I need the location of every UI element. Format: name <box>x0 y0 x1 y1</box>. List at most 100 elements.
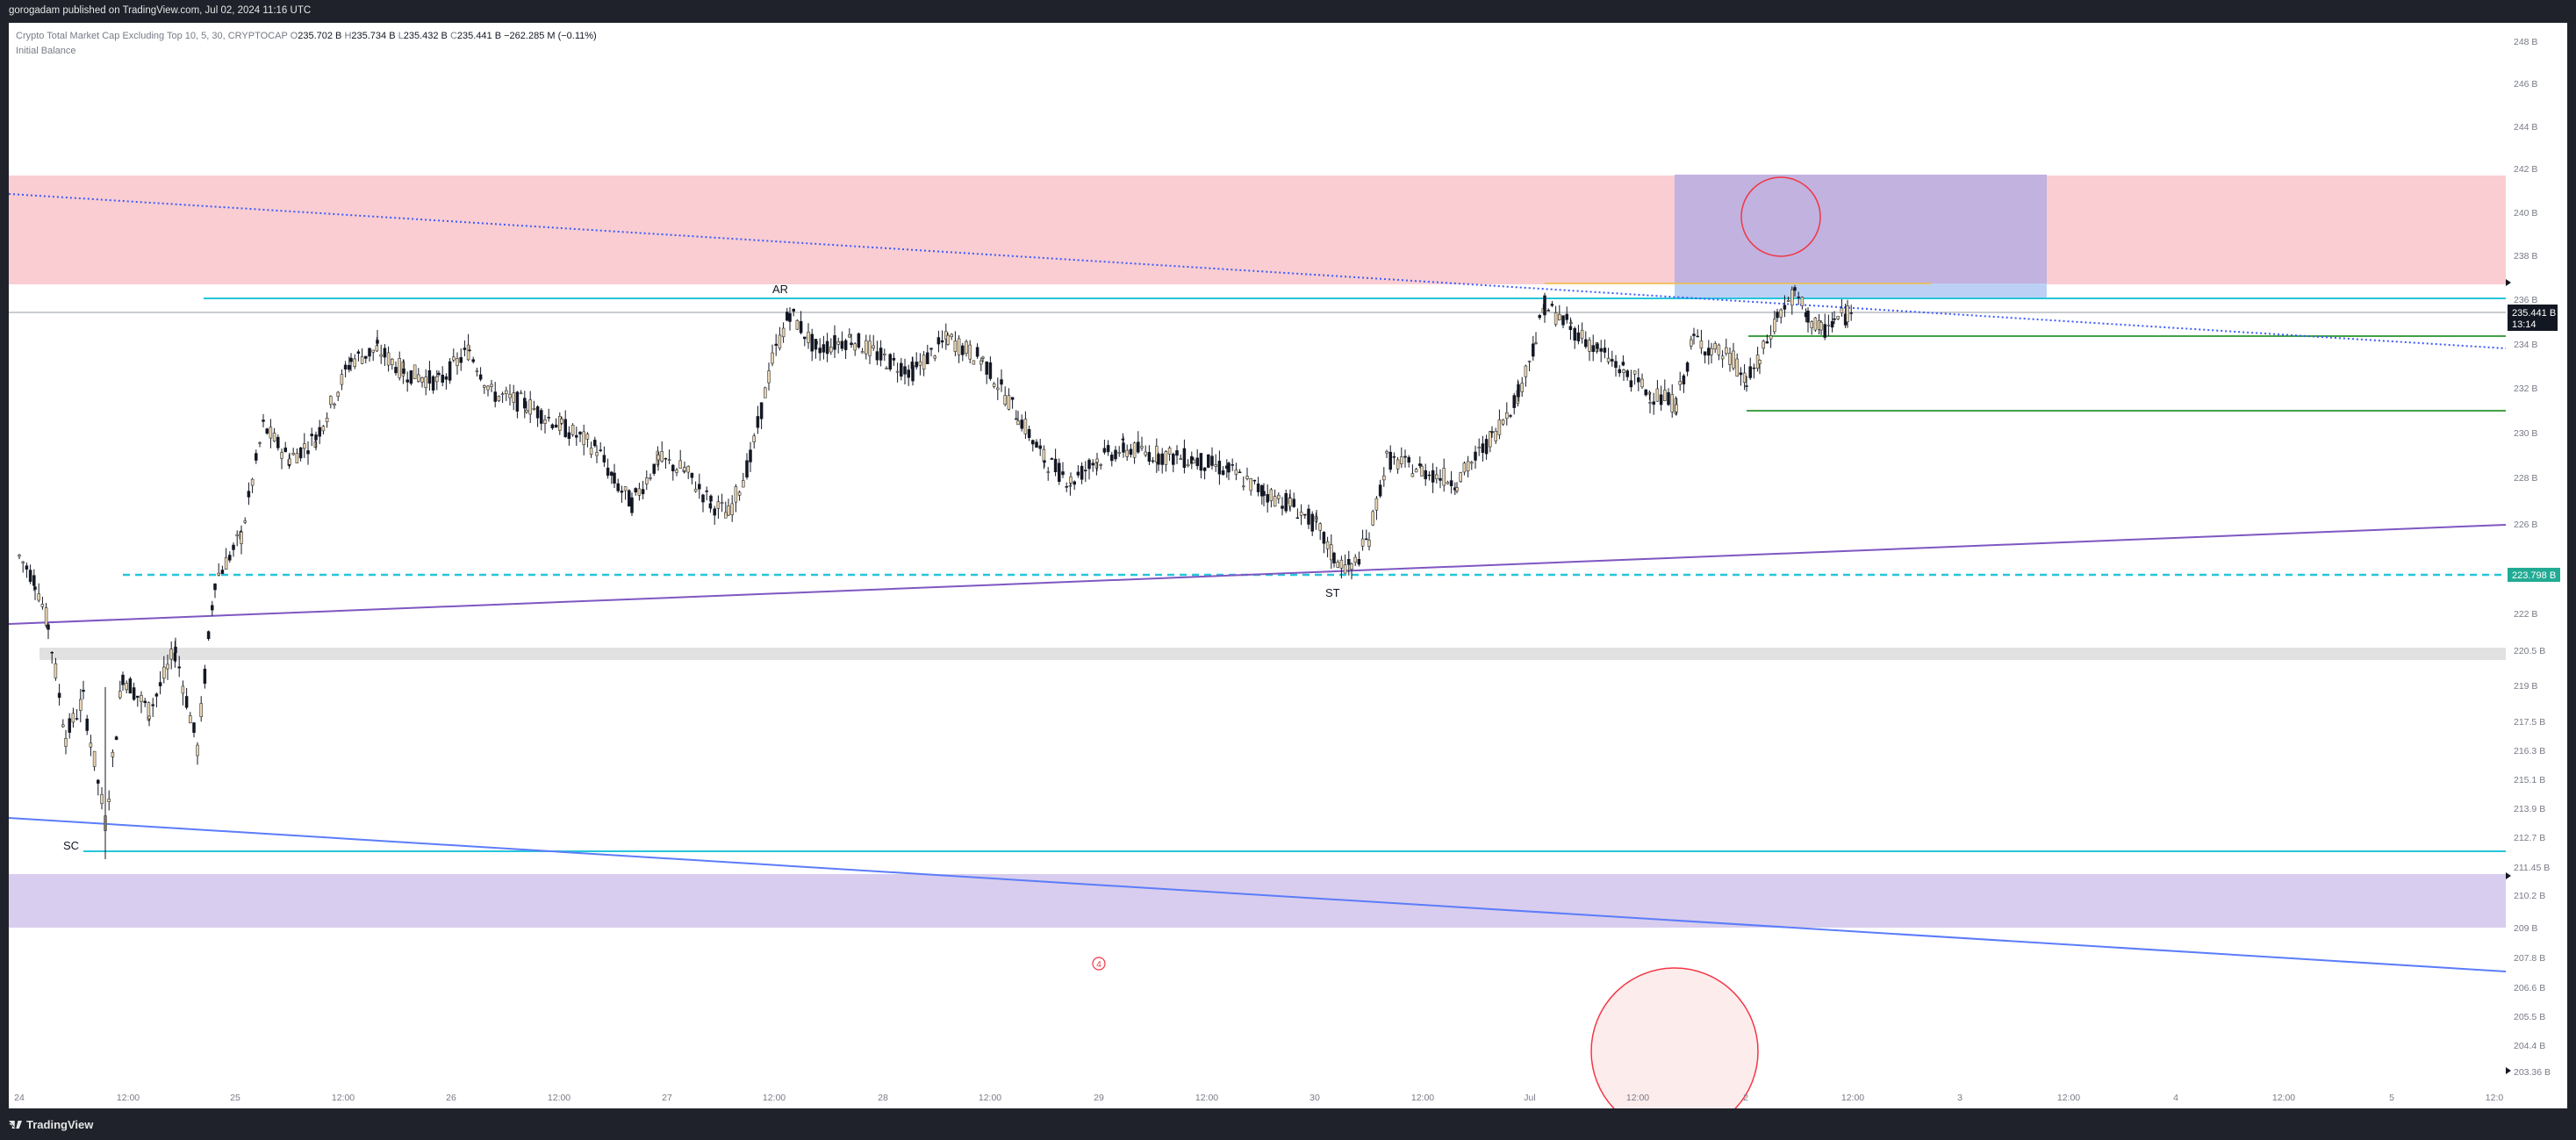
candle-body <box>1292 498 1295 507</box>
candle-body <box>405 379 409 383</box>
level-price-label: 223.798 B <box>2508 568 2560 582</box>
candle-body <box>1596 343 1599 349</box>
candle-body <box>1439 477 1442 481</box>
candle-body <box>1137 441 1140 453</box>
candle-body <box>118 691 122 699</box>
grey-band[interactable] <box>39 648 2506 660</box>
candle-body <box>1435 474 1439 480</box>
candle-body <box>1347 558 1351 565</box>
candle-body <box>1670 394 1674 412</box>
candle-body <box>1779 309 1783 318</box>
highlight-circle-bottom[interactable] <box>1590 967 1759 1108</box>
candle-body <box>585 434 590 440</box>
candle-body <box>1106 445 1110 453</box>
candle-body <box>853 343 857 351</box>
candle-body <box>883 354 886 355</box>
candle-body <box>1407 456 1410 463</box>
resistance-zone[interactable] <box>9 176 2506 284</box>
candle-body <box>953 341 958 352</box>
candle-body <box>1172 454 1175 465</box>
candle-body <box>398 358 401 378</box>
candle-body <box>1221 470 1225 476</box>
candle-body <box>667 459 671 461</box>
price-tick: 248 B <box>2514 37 2537 47</box>
candle-body <box>336 391 340 398</box>
candles <box>18 284 1853 860</box>
candle-body <box>1692 333 1696 336</box>
candle-body <box>1195 457 1199 467</box>
candle-body <box>1058 462 1061 482</box>
candle-body <box>1046 471 1050 473</box>
candle-body <box>822 344 826 353</box>
indicator-name[interactable]: Initial Balance <box>16 46 76 56</box>
candle-body <box>1717 344 1721 355</box>
candle-body <box>1640 378 1644 388</box>
candle-body <box>283 448 287 453</box>
candle-body <box>936 337 941 345</box>
candle-body <box>250 478 255 486</box>
candle-body <box>1252 479 1257 482</box>
price-chart[interactable]: AR ST SC 4 248 B 246 B 244 B 242 B 240 B 238 … <box>9 23 2567 1108</box>
candle-body <box>1315 517 1318 520</box>
time-tick: 12:00 <box>2057 1093 2080 1103</box>
level-price-value: 223.798 B <box>2512 570 2556 581</box>
candle-body <box>376 340 379 344</box>
price-axis[interactable]: 248 B 246 B 244 B 242 B 240 B 238 B 236 B 234 B… <box>2514 37 2551 1078</box>
candle-body <box>1035 441 1038 448</box>
candle-body <box>709 495 713 502</box>
candle-body <box>353 358 356 367</box>
candle-body <box>1707 348 1711 356</box>
tradingview-logo[interactable]: TradingView <box>9 1118 93 1131</box>
candle-body <box>1532 343 1535 357</box>
candle-body <box>1584 339 1588 348</box>
candle-body <box>1588 340 1591 352</box>
rising-trendline[interactable] <box>9 524 2507 625</box>
candle-body <box>459 356 463 363</box>
supply-box[interactable] <box>1675 175 2047 283</box>
numbered-marker[interactable] <box>1092 957 1106 971</box>
falling-trendline[interactable] <box>9 817 2507 972</box>
candle-body <box>1580 329 1584 339</box>
time-axis[interactable]: 24 12:00 25 12:00 26 12:00 27 12:00 28 12:00 29 12:… <box>14 1093 2503 1103</box>
candle-body <box>972 360 976 365</box>
candle-body <box>196 744 199 756</box>
candle-body <box>448 361 452 381</box>
candle-body <box>1151 460 1155 462</box>
candle-body <box>528 399 532 415</box>
price-tick: 213.9 B <box>2514 804 2545 814</box>
candle-body <box>143 700 147 704</box>
candle-body <box>1728 352 1732 365</box>
support-zone[interactable] <box>9 874 2506 928</box>
candle-body <box>1007 395 1011 410</box>
upper-dotted-trendline[interactable] <box>9 193 2507 349</box>
candle-body <box>848 334 851 338</box>
candle-body <box>1497 419 1502 435</box>
candle-body <box>620 491 624 493</box>
candle-body <box>774 343 778 346</box>
candle-body <box>50 651 54 654</box>
candle-body <box>174 646 177 653</box>
price-tick: 207.8 B <box>2514 953 2545 964</box>
candle-body <box>413 364 417 379</box>
candle-body <box>47 624 50 630</box>
candle-body <box>1392 456 1396 458</box>
candle-body <box>199 703 203 718</box>
price-tick: 217.5 B <box>2514 717 2545 728</box>
candle-body <box>340 374 344 385</box>
candle-body <box>325 417 329 422</box>
highlight-circle-top[interactable] <box>1740 176 1821 257</box>
candle-body <box>276 436 280 448</box>
candle-body <box>1350 563 1353 570</box>
candle-body <box>456 358 459 366</box>
candle-body <box>660 451 664 462</box>
chart-area[interactable]: AR ST SC 4 248 B 246 B 244 B 242 B 240 B 238 … <box>9 23 2567 1108</box>
candle-body <box>836 341 840 345</box>
candle-body <box>1214 464 1217 467</box>
candle-body <box>431 376 435 391</box>
candle-body <box>1659 394 1663 405</box>
candle-body <box>749 449 752 462</box>
candle-body <box>235 534 239 536</box>
supply-box-base[interactable] <box>1675 283 2047 298</box>
candle-body <box>1550 304 1554 306</box>
candle-body <box>394 367 398 374</box>
